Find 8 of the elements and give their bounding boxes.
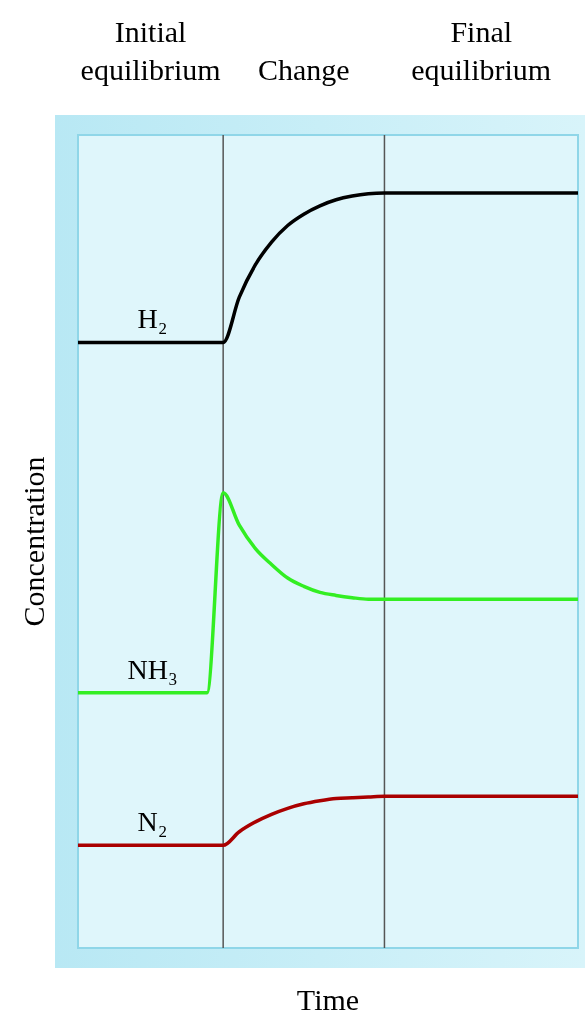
text: Change (257, 53, 350, 86)
x-axis-title: Time (296, 983, 360, 1016)
y-axis-title: Concentration (17, 456, 50, 627)
series-label: H₂ (137, 303, 168, 335)
text: Initial equilibrium (80, 15, 221, 86)
text: Final equilibrium (411, 15, 552, 86)
series-label: NH₃ (127, 653, 178, 685)
series-label: N₂ (137, 806, 168, 838)
